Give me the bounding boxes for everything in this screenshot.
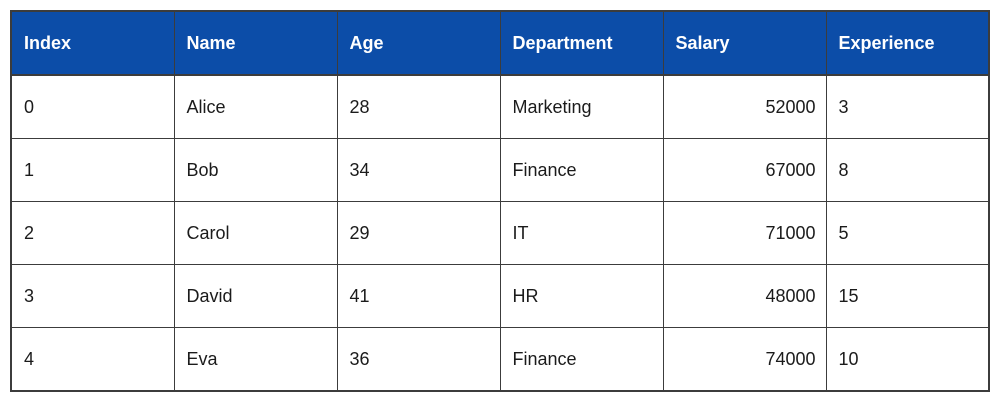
cell-department: Finance xyxy=(499,138,664,202)
cell-index: 4 xyxy=(10,327,175,392)
cell-age: 36 xyxy=(336,327,501,392)
cell-name: Carol xyxy=(173,201,338,265)
cell-department: HR xyxy=(499,264,664,328)
cell-salary: 71000 xyxy=(662,201,827,265)
cell-salary: 52000 xyxy=(662,74,827,139)
cell-index: 1 xyxy=(10,138,175,202)
cell-age: 41 xyxy=(336,264,501,328)
table-row: 1 Bob 34 Finance 67000 8 xyxy=(10,138,990,202)
cell-salary: 67000 xyxy=(662,138,827,202)
table-body: 0 Alice 28 Marketing 52000 3 1 Bob 34 Fi… xyxy=(10,74,990,392)
table-row: 2 Carol 29 IT 71000 5 xyxy=(10,201,990,265)
cell-name: Alice xyxy=(173,74,338,139)
cell-experience: 10 xyxy=(825,327,990,392)
cell-salary: 74000 xyxy=(662,327,827,392)
cell-department: IT xyxy=(499,201,664,265)
cell-experience: 15 xyxy=(825,264,990,328)
table-row: 0 Alice 28 Marketing 52000 3 xyxy=(10,74,990,139)
data-table: Index Name Age Department Salary Experie… xyxy=(10,10,990,392)
cell-salary: 48000 xyxy=(662,264,827,328)
table-row: 3 David 41 HR 48000 15 xyxy=(10,264,990,328)
cell-index: 3 xyxy=(10,264,175,328)
cell-experience: 3 xyxy=(825,74,990,139)
column-header-experience: Experience xyxy=(825,10,990,76)
cell-age: 34 xyxy=(336,138,501,202)
cell-experience: 8 xyxy=(825,138,990,202)
column-header-department: Department xyxy=(499,10,664,76)
cell-name: Eva xyxy=(173,327,338,392)
cell-index: 0 xyxy=(10,74,175,139)
column-header-name: Name xyxy=(173,10,338,76)
cell-department: Finance xyxy=(499,327,664,392)
column-header-age: Age xyxy=(336,10,501,76)
cell-name: Bob xyxy=(173,138,338,202)
cell-name: David xyxy=(173,264,338,328)
column-header-salary: Salary xyxy=(662,10,827,76)
cell-experience: 5 xyxy=(825,201,990,265)
cell-age: 28 xyxy=(336,74,501,139)
cell-age: 29 xyxy=(336,201,501,265)
table-row: 4 Eva 36 Finance 74000 10 xyxy=(10,327,990,392)
column-header-index: Index xyxy=(10,10,175,76)
table-header: Index Name Age Department Salary Experie… xyxy=(10,10,990,76)
cell-index: 2 xyxy=(10,201,175,265)
table-header-row: Index Name Age Department Salary Experie… xyxy=(10,10,990,76)
cell-department: Marketing xyxy=(499,74,664,139)
